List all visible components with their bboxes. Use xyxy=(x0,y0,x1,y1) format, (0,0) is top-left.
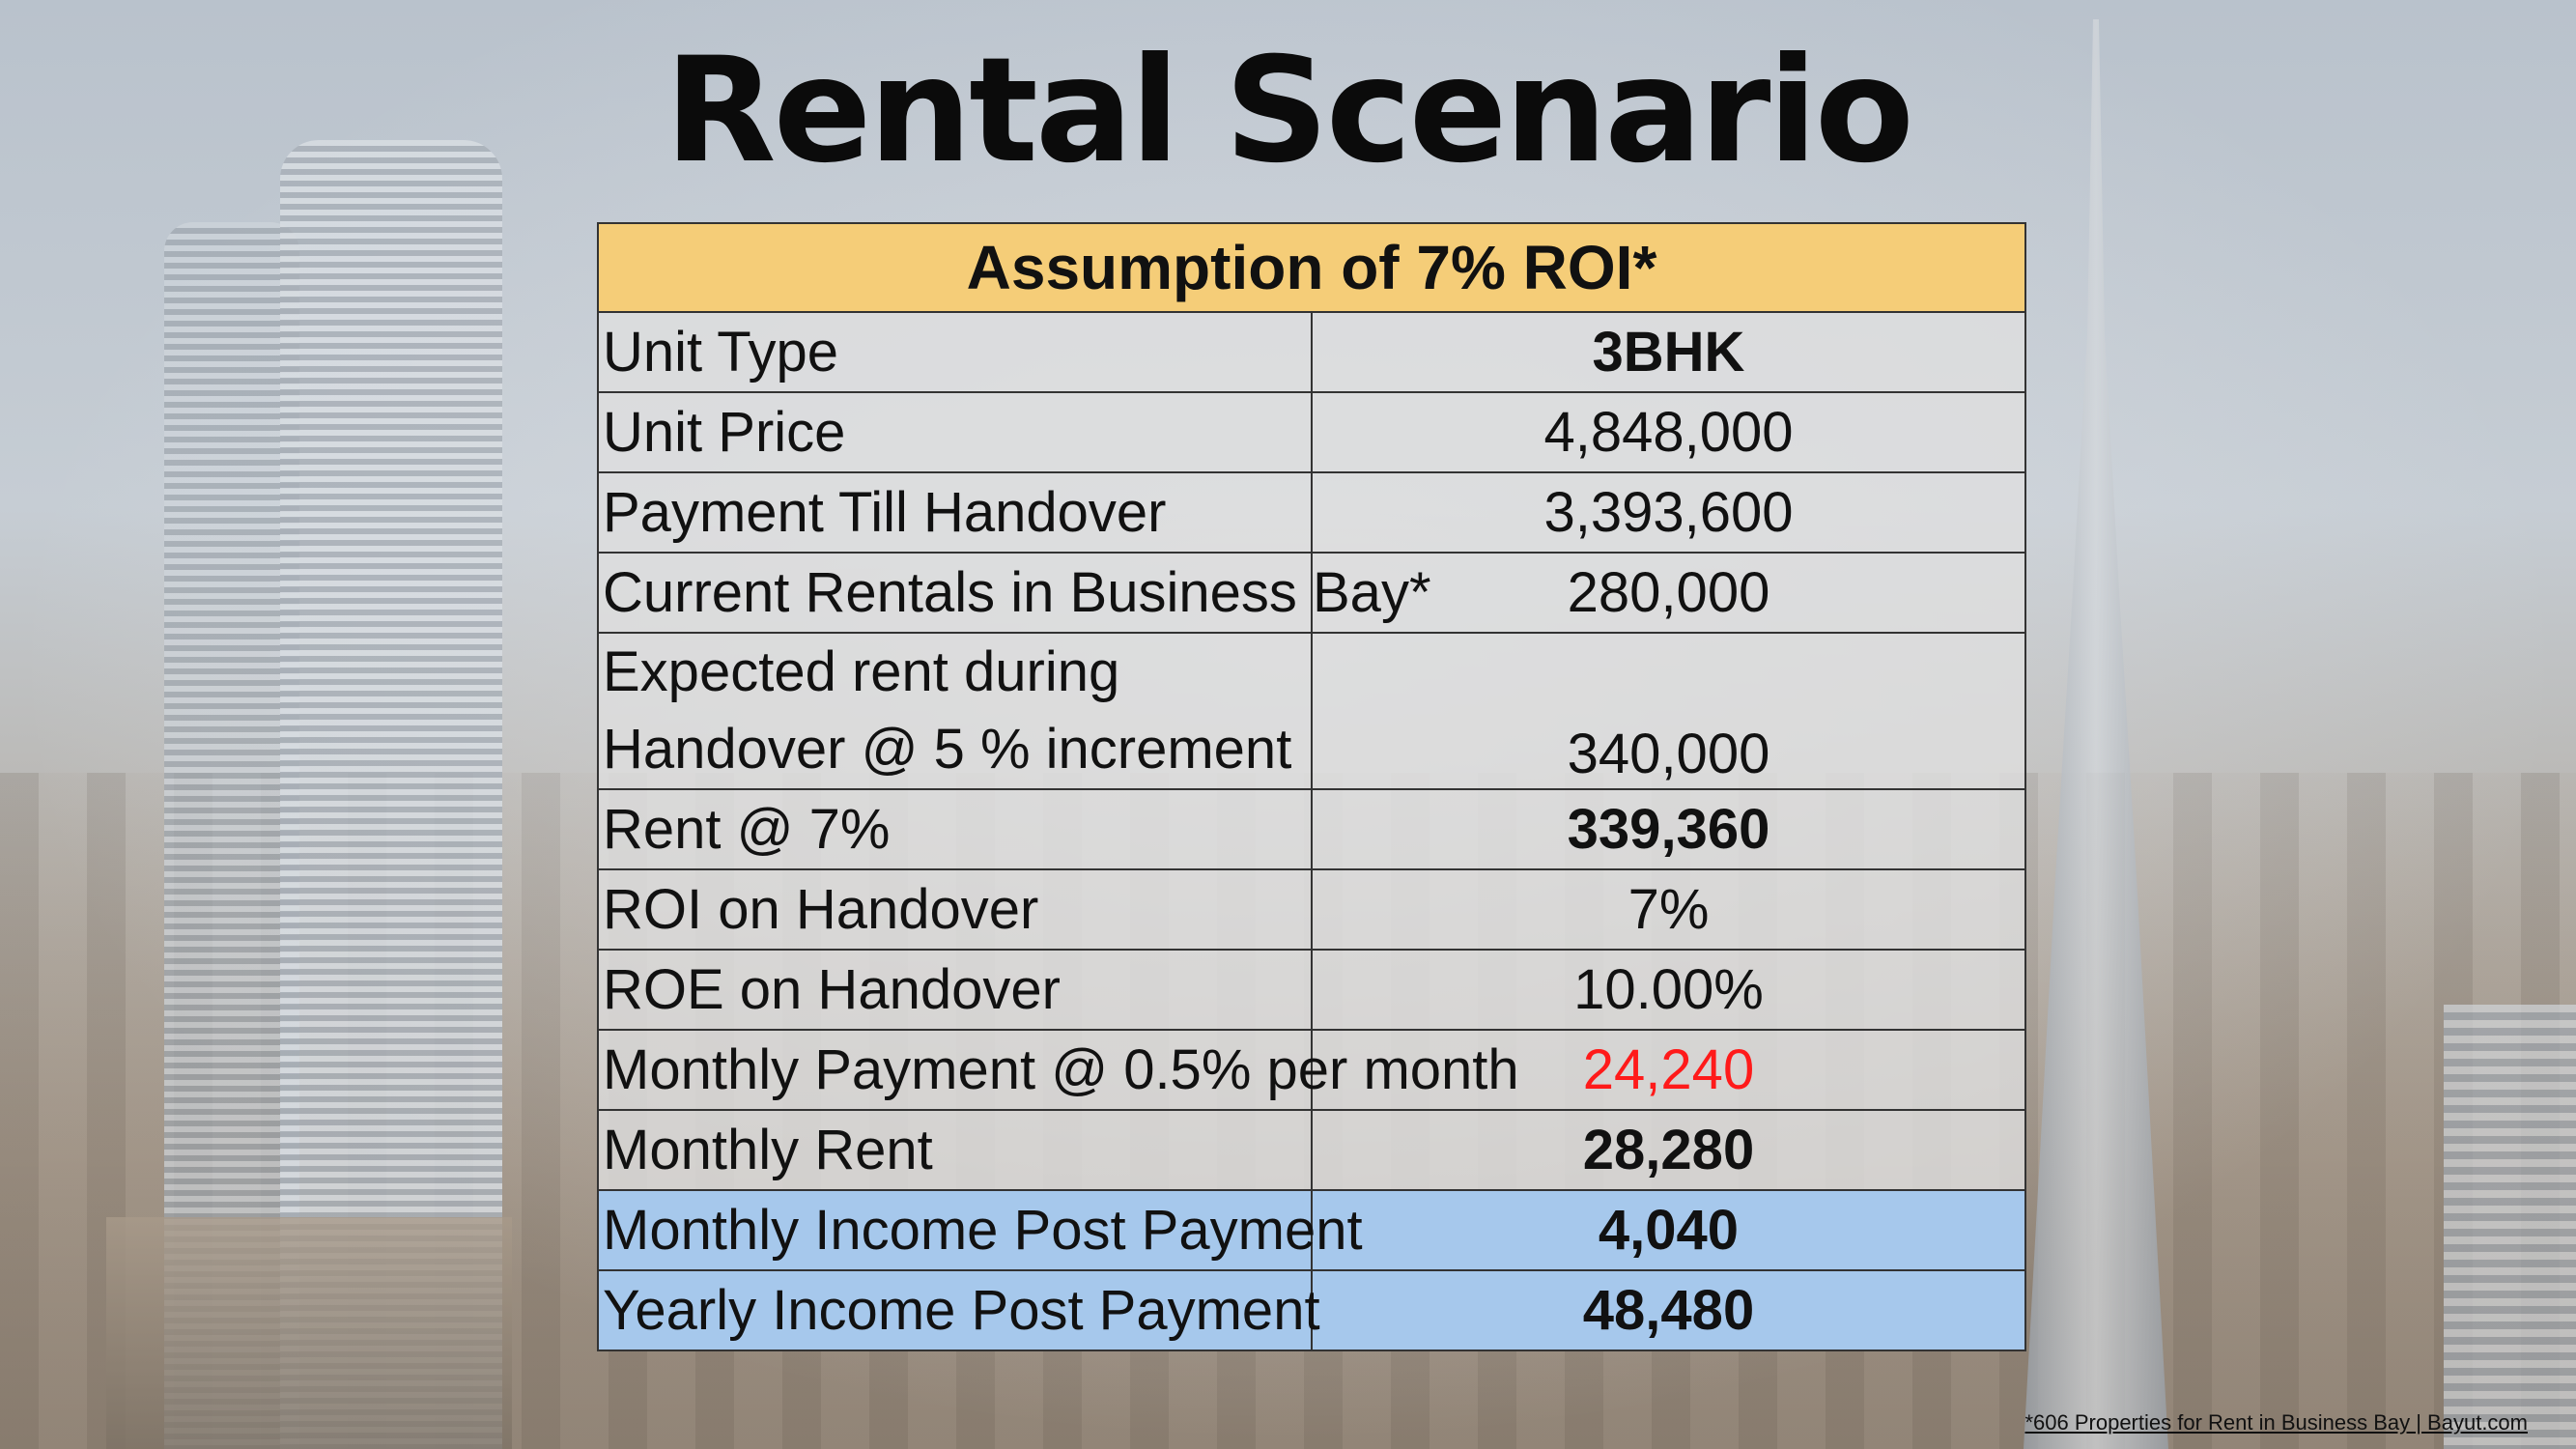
row-label: Unit Type xyxy=(597,311,1313,393)
row-label: ROI on Handover xyxy=(597,868,1313,951)
table-row: ROE on Handover 10.00% xyxy=(597,949,2026,1031)
row-value: 48,480 xyxy=(1311,1269,2026,1351)
table-row: Monthly Rent 28,280 xyxy=(597,1109,2026,1191)
row-label: Current Rentals in Business Bay* xyxy=(597,552,1431,634)
table-row: Monthly Income Post Payment 4,040 xyxy=(597,1189,2026,1271)
row-label: Yearly Income Post Payment xyxy=(597,1269,1320,1351)
row-value: 339,360 xyxy=(1311,788,2026,870)
source-link[interactable]: *606 Properties for Rent in Business Bay… xyxy=(2024,1410,2528,1435)
table-row: Unit Type 3BHK xyxy=(597,311,2026,393)
row-value: 340,000 xyxy=(1311,632,2026,790)
row-value: 28,280 xyxy=(1311,1109,2026,1191)
table-row: Current Rentals in Business Bay* 280,000 xyxy=(597,552,2026,634)
row-label: Rent @ 7% xyxy=(597,788,1313,870)
row-value: 10.00% xyxy=(1311,949,2026,1031)
row-value: 24,240 xyxy=(1311,1029,2026,1111)
row-label: Monthly Rent xyxy=(597,1109,1313,1191)
row-label: Expected rent during Handover @ 5 % incr… xyxy=(597,632,1313,790)
table-row: Monthly Payment @ 0.5% per month 24,240 xyxy=(597,1029,2026,1111)
table-row: Payment Till Handover 3,393,600 xyxy=(597,471,2026,554)
table-header-row: Assumption of 7% ROI* xyxy=(597,222,2026,313)
row-label: Monthly Income Post Payment xyxy=(597,1189,1363,1271)
table-row: ROI on Handover 7% xyxy=(597,868,2026,951)
row-label: Monthly Payment @ 0.5% per month xyxy=(597,1029,1519,1111)
row-label: Payment Till Handover xyxy=(597,471,1313,554)
rental-scenario-table: Assumption of 7% ROI* Unit Type 3BHK Uni… xyxy=(597,222,2026,1351)
row-value: 4,040 xyxy=(1311,1189,2026,1271)
left-tower-podium xyxy=(106,1217,512,1449)
row-value: 3,393,600 xyxy=(1311,471,2026,554)
right-tower xyxy=(2444,1005,2576,1449)
slide-title: Rental Scenario xyxy=(665,27,1914,195)
table-row: Unit Price 4,848,000 xyxy=(597,391,2026,473)
row-label: ROE on Handover xyxy=(597,949,1313,1031)
row-value: 7% xyxy=(1311,868,2026,951)
row-value: 280,000 xyxy=(1311,552,2026,634)
table-row: Expected rent during Handover @ 5 % incr… xyxy=(597,632,2026,790)
table-row: Yearly Income Post Payment 48,480 xyxy=(597,1269,2026,1351)
row-value: 3BHK xyxy=(1311,311,2026,393)
table-header: Assumption of 7% ROI* xyxy=(597,222,2026,313)
table-row: Rent @ 7% 339,360 xyxy=(597,788,2026,870)
row-label: Unit Price xyxy=(597,391,1313,473)
row-value: 4,848,000 xyxy=(1311,391,2026,473)
